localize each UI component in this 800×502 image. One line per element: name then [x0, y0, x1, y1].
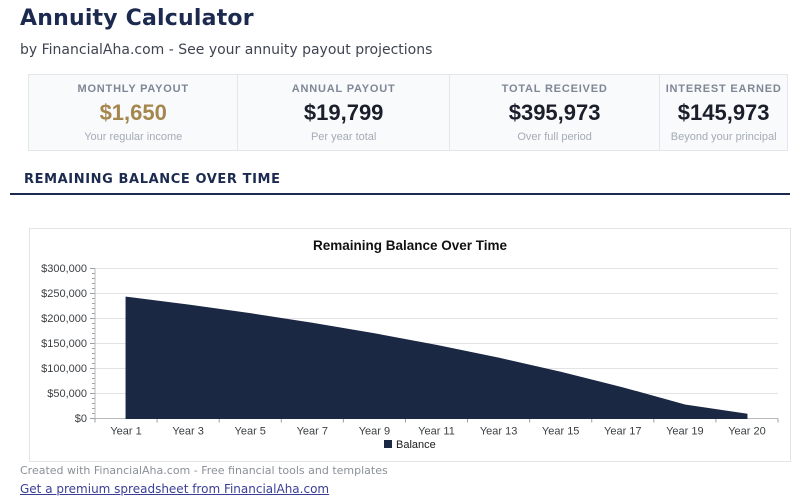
premium-spreadsheet-link[interactable]: Get a premium spreadsheet from Financial…	[20, 482, 330, 496]
stat-value: $19,799	[303, 99, 384, 125]
section-heading: REMAINING BALANCE OVER TIME	[24, 172, 281, 187]
x-axis-label: Year 1	[110, 426, 141, 438]
stat-interest-earned: INTEREST EARNED $145,973 Beyond your pri…	[659, 75, 787, 150]
x-axis-label: Year 20	[728, 426, 766, 438]
x-axis-label: Year 15	[542, 426, 580, 438]
y-axis-label: $0	[75, 413, 87, 425]
y-axis-label: $300,000	[41, 263, 87, 275]
stat-value: $1,650	[99, 99, 167, 125]
x-axis-label: Year 5	[235, 426, 266, 438]
y-axis-label: $150,000	[41, 338, 87, 350]
x-axis-label: Year 11	[418, 426, 455, 438]
x-axis-label: Year 9	[359, 426, 390, 438]
y-axis-label: $250,000	[41, 288, 87, 300]
stat-monthly-payout: MONTHLY PAYOUT $1,650 Your regular incom…	[29, 75, 237, 150]
y-axis-label: $200,000	[41, 313, 87, 325]
stat-label: MONTHLY PAYOUT	[77, 82, 189, 95]
stat-total-received: TOTAL RECEIVED $395,973 Over full period	[448, 75, 659, 150]
stat-label: TOTAL RECEIVED	[501, 82, 608, 95]
x-axis-label: Year 17	[604, 426, 642, 438]
y-axis-label: $100,000	[41, 363, 87, 375]
stat-sublabel: Over full period	[517, 130, 592, 143]
footer-note: Created with FinancialAha.com - Free fin…	[20, 464, 388, 477]
x-axis-label: Year 3	[172, 426, 203, 438]
balance-chart-card: Remaining Balance Over Time $0 $50,000 $100…	[29, 228, 791, 462]
stat-label: INTEREST EARNED	[665, 82, 782, 95]
stat-value: $395,973	[508, 99, 601, 125]
x-axis-label: Year 7	[297, 426, 328, 438]
summary-stats-row: MONTHLY PAYOUT $1,650 Your regular incom…	[28, 74, 788, 151]
x-axis-label: Year 13	[480, 426, 518, 438]
chart-title: Remaining Balance Over Time	[313, 238, 508, 253]
stat-sublabel: Your regular income	[84, 130, 183, 143]
page-title: Annuity Calculator	[20, 6, 254, 31]
stat-annual-payout: ANNUAL PAYOUT $19,799 Per year total	[237, 75, 448, 150]
stat-label: ANNUAL PAYOUT	[291, 82, 396, 95]
y-axis-label: $50,000	[47, 388, 87, 400]
page-subtitle: by FinancialAha.com - See your annuity p…	[20, 42, 433, 58]
x-axis-label: Year 19	[666, 426, 704, 438]
legend-swatch	[384, 440, 392, 448]
balance-area-chart: Remaining Balance Over Time $0 $50,000 $100…	[41, 238, 779, 451]
stat-sublabel: Per year total	[310, 130, 377, 143]
stat-sublabel: Beyond your principal	[670, 130, 777, 143]
section-divider	[10, 193, 790, 195]
balance-area-series	[125, 296, 748, 419]
stat-value: $145,973	[677, 99, 770, 125]
legend-label: Balance	[396, 439, 436, 451]
